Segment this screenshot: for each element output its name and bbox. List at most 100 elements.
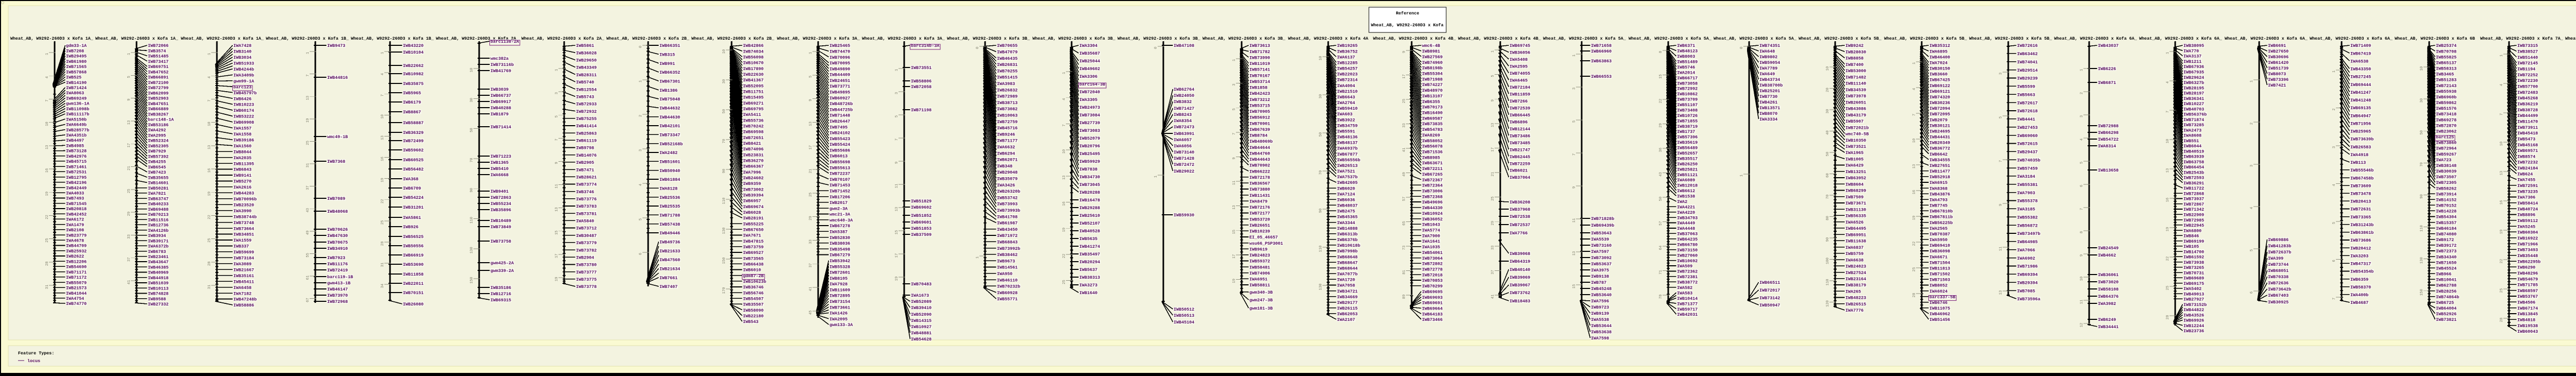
svg-text:IWB66780: IWB66780 — [1677, 243, 1698, 248]
svg-text:IWB42452: IWB42452 — [66, 212, 87, 217]
svg-text:IWB3832: IWB3832 — [1174, 99, 1192, 105]
svg-text:IWB72473: IWB72473 — [1174, 125, 1194, 130]
svg-text:IWB62053: IWB62053 — [1337, 312, 1358, 317]
svg-text:Wheat_AB, W9292-260D3 x Kofa 1: Wheat_AB, W9292-260D3 x Kofa 1B_ — [351, 36, 434, 41]
svg-text:IWB73486: IWB73486 — [1510, 133, 1530, 139]
svg-text:IWB72992: IWB72992 — [1677, 87, 1698, 92]
svg-text:Wheat_AB, W9292-260D3 x Kofa 6: Wheat_AB, W9292-260D3 x Kofa 6B — [2395, 36, 2475, 41]
svg-text:22: 22 — [1659, 99, 1663, 104]
svg-text:IWB72211: IWB72211 — [1422, 166, 1443, 172]
svg-text:IWB2904: IWB2904 — [576, 255, 594, 261]
svg-text:IWB56489: IWB56489 — [1677, 146, 1698, 151]
svg-text:9: 9 — [1491, 99, 1495, 101]
svg-text:IWB51933: IWB51933 — [233, 61, 254, 66]
svg-text:IWB45715: IWB45715 — [66, 159, 87, 164]
svg-text:IWB54061: IWB54061 — [1422, 250, 1443, 255]
svg-text:IWB63861b: IWB63861b — [2350, 230, 2374, 235]
svg-text:IWB59929: IWB59929 — [1079, 159, 1100, 164]
svg-text:4: 4 — [2080, 139, 2084, 141]
svg-text:10: 10 — [1319, 56, 1323, 61]
svg-text:IWB38462: IWB38462 — [997, 252, 1018, 258]
svg-text:IWB69121: IWB69121 — [1929, 89, 1950, 94]
svg-text:IWB3034: IWB3034 — [233, 55, 251, 60]
svg-text:IWB37063: IWB37063 — [1677, 232, 1698, 237]
svg-text:IWA5408: IWA5408 — [1510, 57, 1528, 62]
svg-text:IWB72176: IWB72176 — [1249, 205, 1270, 210]
svg-text:1: 1 — [1572, 55, 1577, 57]
svg-text:IWB22011: IWB22011 — [403, 281, 423, 286]
svg-text:IWB13571: IWB13571 — [1759, 106, 1780, 111]
svg-text:IWB73993b: IWB73993b — [997, 208, 1020, 213]
svg-text:IWB35186: IWB35186 — [490, 285, 511, 290]
svg-text:Wheat_AB, W9292-260D3 x Kofa 3: Wheat_AB, W9292-260D3 x Kofa 3A_ — [777, 36, 860, 41]
svg-text:IWB46110: IWB46110 — [997, 278, 1018, 283]
svg-text:IWB9246: IWB9246 — [997, 132, 1015, 137]
svg-text:IWB9798: IWB9798 — [576, 146, 594, 151]
svg-text:IWB2905: IWB2905 — [576, 160, 594, 165]
svg-text:IWB72362: IWB72362 — [1677, 269, 1698, 275]
svg-text:IWB10350: IWB10350 — [1845, 138, 1866, 143]
svg-text:wmc382a: wmc382a — [490, 56, 509, 61]
svg-text:29: 29 — [127, 212, 131, 216]
svg-text:IWB57392: IWB57392 — [148, 154, 168, 159]
svg-text:IWB74041: IWB74041 — [2017, 60, 2038, 65]
svg-text:IWB7838: IWB7838 — [1079, 167, 1097, 172]
svg-text:IWB72364: IWB72364 — [1422, 183, 1443, 189]
svg-text:IWB67425: IWB67425 — [1929, 78, 1950, 83]
svg-text:IWB11813: IWB11813 — [1929, 266, 1950, 271]
svg-text:IWA6172: IWA6172 — [66, 217, 84, 223]
svg-text:70: 70 — [470, 158, 474, 163]
svg-text:IWB58811: IWB58811 — [1249, 283, 1270, 288]
svg-text:IWB36772: IWB36772 — [1929, 146, 1950, 151]
svg-text:IWB72799: IWB72799 — [148, 86, 168, 91]
svg-text:3: 3 — [639, 149, 643, 151]
svg-text:IWB26051: IWB26051 — [1845, 100, 1866, 105]
svg-text:IWB38772: IWB38772 — [1677, 280, 1698, 285]
svg-text:IWB7208: IWB7208 — [66, 48, 84, 54]
svg-text:IWB73235: IWB73235 — [2517, 189, 2538, 194]
svg-text:IWA2764: IWA2764 — [1337, 100, 1355, 106]
svg-text:IWB2108: IWB2108 — [66, 228, 84, 233]
svg-text:IWB6783: IWB6783 — [148, 249, 166, 254]
svg-text:IWB72863: IWB72863 — [490, 195, 511, 200]
svg-text:IWB58806: IWB58806 — [911, 79, 931, 84]
svg-text:4: 4 — [1912, 88, 1917, 90]
svg-text:67: 67 — [306, 298, 310, 302]
svg-text:IWB6957: IWB6957 — [743, 199, 761, 204]
svg-text:IWB72651: IWB72651 — [743, 135, 764, 141]
svg-text:Wheat_AB, W9292-260D3 x Kofa 5: Wheat_AB, W9292-260D3 x Kofa 5B_ — [1799, 36, 1882, 41]
svg-text:3: 3 — [2332, 146, 2336, 148]
svg-text:10: 10 — [2420, 66, 2424, 71]
svg-text:IWA7058: IWA7058 — [1337, 283, 1355, 288]
svg-text:IWB71409: IWB71409 — [2350, 43, 2371, 48]
svg-text:70: 70 — [722, 139, 726, 144]
svg-text:IWB9723: IWB9723 — [1591, 305, 1609, 310]
svg-text:IWB1538: IWB1538 — [1677, 194, 1695, 199]
svg-text:IWB35655: IWB35655 — [148, 175, 168, 180]
svg-text:barc1138-2A: barc1138-2A — [490, 39, 519, 44]
svg-text:IWB26320b: IWB26320b — [997, 189, 1020, 194]
svg-text:IWB48136: IWB48136 — [1337, 135, 1358, 140]
svg-text:IWB31201: IWB31201 — [403, 205, 423, 210]
svg-text:IWA5840: IWA5840 — [576, 219, 594, 224]
svg-text:50: 50 — [722, 109, 726, 114]
svg-text:IWB30039: IWB30039 — [2436, 169, 2456, 174]
svg-text:IWA5411: IWA5411 — [743, 112, 761, 117]
svg-text:IWB73020: IWB73020 — [2098, 280, 2119, 285]
svg-text:IWB73150: IWB73150 — [1677, 248, 1698, 253]
svg-text:21: 21 — [1491, 172, 1495, 177]
svg-text:IWB30925: IWB30925 — [2268, 300, 2289, 305]
svg-text:IWB69951: IWB69951 — [1845, 232, 1866, 237]
svg-text:IWB9242: IWB9242 — [1845, 43, 1863, 48]
svg-text:IWB69410: IWB69410 — [1929, 243, 1950, 248]
svg-text:IWB7407: IWB7407 — [659, 284, 677, 289]
svg-text:IWB38148: IWB38148 — [2436, 163, 2456, 168]
svg-text:IWB59372: IWB59372 — [1249, 259, 1270, 264]
svg-text:IWA7124: IWA7124 — [1337, 192, 1355, 197]
svg-text:IWB59699: IWB59699 — [233, 250, 254, 255]
svg-text:IWA5150b: IWA5150b — [66, 117, 87, 122]
svg-text:IWB72988: IWB72988 — [2098, 124, 2119, 129]
svg-text:30: 30 — [470, 98, 474, 102]
svg-text:IWA8354: IWA8354 — [1174, 118, 1192, 124]
svg-text:IWB6426: IWB6426 — [233, 96, 251, 101]
